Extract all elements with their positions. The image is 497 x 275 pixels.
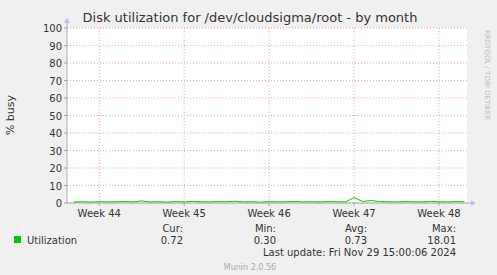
data-group xyxy=(74,198,465,203)
y-tick-label: 90 xyxy=(49,41,62,52)
x-tick-label: Week 45 xyxy=(163,208,206,219)
y-label: % busy xyxy=(4,94,17,135)
background xyxy=(0,0,497,275)
y-axis xyxy=(67,23,68,203)
x-tick-label: Week 48 xyxy=(417,208,460,219)
legend-label: Utilization xyxy=(27,235,77,246)
y-tick-label: 60 xyxy=(49,93,62,104)
grid-line xyxy=(67,133,467,134)
x-tick-label: Week 47 xyxy=(332,208,375,219)
grid-line xyxy=(67,63,467,64)
stat-header: Avg: xyxy=(345,223,367,234)
grid-line xyxy=(67,150,467,151)
stat-value: 0.72 xyxy=(161,235,183,246)
y-arrow xyxy=(64,18,70,23)
grid-line xyxy=(354,28,355,203)
grid-line xyxy=(269,28,270,203)
x-tick-label: Week 46 xyxy=(247,208,290,219)
y-tick-label: 100 xyxy=(43,23,62,34)
grid-line xyxy=(67,115,467,116)
grid-line xyxy=(67,80,467,81)
legend-swatch xyxy=(14,236,21,243)
footer: Munin 2.0.56 xyxy=(224,263,276,272)
y-tick-label: 10 xyxy=(49,181,62,192)
last-update: Last update: Fri Nov 29 15:00:06 2024 xyxy=(263,247,456,258)
grid-line xyxy=(67,28,467,29)
title: Disk utilization for /dev/cloudsigma/roo… xyxy=(83,10,418,25)
stat-header: Cur: xyxy=(162,223,183,234)
y-tick-label: 30 xyxy=(49,146,62,157)
stat-header: Min: xyxy=(255,223,276,234)
x-axis xyxy=(67,203,471,204)
grid-line xyxy=(67,45,467,46)
y-tick-label: 20 xyxy=(49,163,62,174)
watermark: RRDTOOL / TOBI OETIKER xyxy=(483,30,491,120)
y-tick-label: 50 xyxy=(49,111,62,122)
grid-line xyxy=(438,28,439,203)
plot-area xyxy=(67,28,467,203)
chart: Disk utilization for /dev/cloudsigma/roo… xyxy=(0,0,497,275)
grid-line xyxy=(99,28,100,203)
y-tick-label: 70 xyxy=(49,76,62,87)
stat-value: 18.01 xyxy=(427,235,456,246)
series-line xyxy=(74,198,465,203)
grid-line xyxy=(67,168,467,169)
grid-line xyxy=(184,28,185,203)
stat-value: 0.73 xyxy=(345,235,367,246)
grid-line xyxy=(67,98,467,99)
y-tick-label: 0 xyxy=(56,198,62,209)
x-tick-label: Week 44 xyxy=(78,208,121,219)
y-tick-label: 40 xyxy=(49,128,62,139)
x-arrow xyxy=(471,200,476,206)
grid-line xyxy=(67,185,467,186)
stat-value: 0.30 xyxy=(254,235,276,246)
y-tick-label: 80 xyxy=(49,58,62,69)
stat-header: Max: xyxy=(432,223,456,234)
